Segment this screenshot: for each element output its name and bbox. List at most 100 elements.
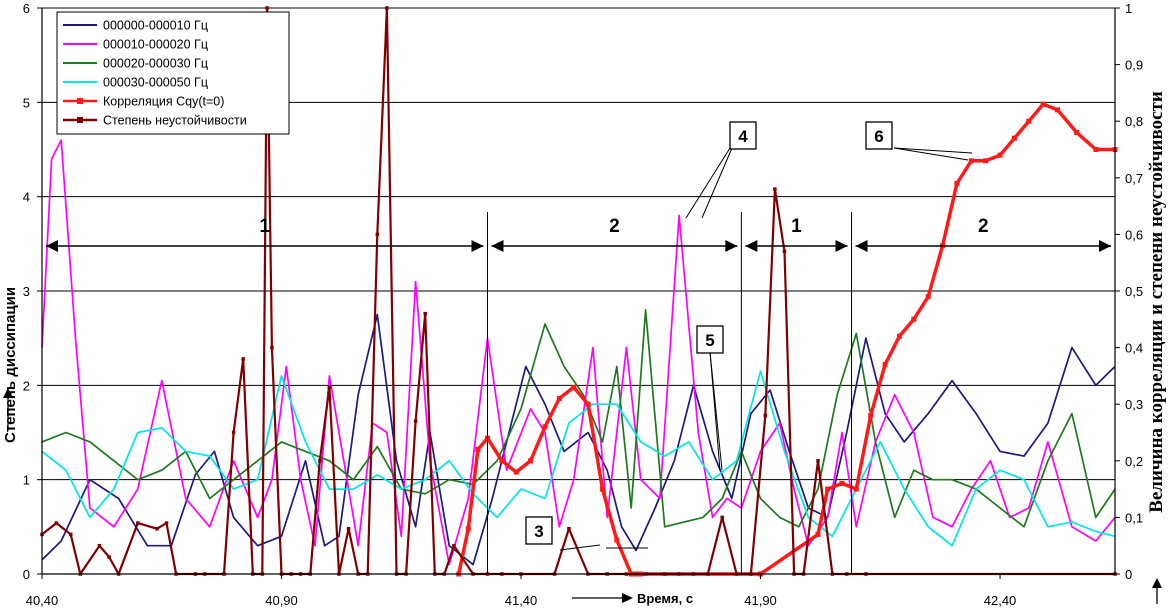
segment-arrowhead-left [491,240,504,252]
series-marker [1074,130,1080,136]
segment-arrowhead-right [471,240,484,252]
y-tick-label-left: 4 [23,190,30,205]
series-marker [265,6,269,10]
y-tick-label-left: 6 [23,1,30,16]
series-marker [782,249,787,254]
callout-leader [709,351,723,471]
series-marker [270,345,274,350]
callout-leader [893,147,969,161]
series-marker [452,543,456,548]
segment-label: 2 [978,216,989,237]
callout-leader [701,147,733,219]
series-marker [499,458,505,464]
series-marker [318,459,322,463]
series-marker [155,526,159,531]
series-marker [1026,118,1032,124]
series-marker [136,521,140,525]
segment-label: 1 [259,216,270,237]
series-marker [868,413,874,419]
series-marker [1055,107,1061,113]
series-marker [815,531,821,537]
legend-marker [77,117,83,123]
series-marker [375,232,380,237]
x-tick-label: 40,90 [265,593,298,608]
legend-entry: 000020-000030 Гц [103,57,208,71]
segment-arrowhead-left [46,240,58,252]
series-marker [1093,147,1099,152]
callout-box [729,121,757,150]
segment-label: 1 [791,216,802,237]
series-marker [107,555,111,559]
series-marker [1040,101,1046,107]
series-marker [346,526,351,531]
y-tick-label-left: 1 [23,473,30,488]
y-tick-label-right: 0,4 [1125,341,1143,356]
series-marker [853,486,859,492]
y-axis-label-left: Степень диссипации [2,287,19,443]
x-tick-label: 40,40 [26,593,59,608]
series-marker [825,486,831,492]
series-marker [327,385,332,389]
series-marker [465,526,471,532]
annotations: 1 2 1 2 3 4 5 6 [46,121,1111,574]
callout-box [525,516,553,545]
y-tick-label-right: 0,1 [1125,510,1143,525]
series-marker [542,424,548,430]
segment-label: 2 [609,216,620,237]
series-marker [571,384,577,390]
segment-arrowhead-left [855,240,868,252]
y-axis-label-right: Величина корреляции и степени неустойчив… [1146,91,1167,513]
callout-leader [685,147,731,219]
series-marker [773,187,777,191]
series-marker [816,459,820,463]
callout-leader [893,147,973,154]
series-marker [968,158,974,164]
series-marker [54,521,59,525]
series-marker [911,316,917,322]
x-tick-label: 42,40 [984,593,1017,608]
segment-arrowhead-right [1099,240,1111,252]
series-marker [423,311,427,316]
series-line [456,102,1115,576]
series-marker [882,362,888,368]
series-marker [763,413,768,418]
series-marker [839,480,845,486]
legend: 000000-000010 Гц 000010-000020 Гц 000020-0… [56,11,290,135]
series-marker [385,6,389,10]
series-marker [164,521,169,525]
y-tick-label-left: 5 [23,95,30,110]
series-marker [528,458,534,464]
series-marker [599,486,605,492]
series-marker [1011,135,1017,141]
series-marker [513,469,519,475]
segment-arrowhead-right [835,240,848,252]
callout-label: 6 [874,127,883,146]
series-marker [925,294,931,300]
series-marker [585,401,591,407]
series-marker [614,537,620,543]
series-marker [983,158,989,164]
legend-marker [77,98,83,104]
callout-box [865,121,893,150]
y-tick-label-right: 0,5 [1125,284,1143,299]
legend-box [56,11,290,135]
series-marker [556,396,562,402]
series-marker [97,543,102,548]
legend-entry: Степень неустойчивости [103,114,247,128]
x-tick-label: 41,90 [744,593,777,608]
legend-entry: Корреляция Cqy(t=0) [103,95,224,109]
series-line [41,313,1116,566]
x-axis-label: Время, с [637,591,693,606]
y-tick-label-right: 0 [1125,567,1132,582]
legend-entry: 000000-000010 Гц [103,19,208,33]
y-tick-label-right: 0,7 [1125,171,1143,186]
x-axis-label-arrowhead [622,593,633,603]
segment-arrowhead-left [745,240,758,252]
y-tick-label-right: 0,6 [1125,227,1143,242]
legend-entry: 000010-000020 Гц [103,38,208,52]
callout-box [696,325,724,354]
y-tick-label-left: 3 [23,284,30,299]
